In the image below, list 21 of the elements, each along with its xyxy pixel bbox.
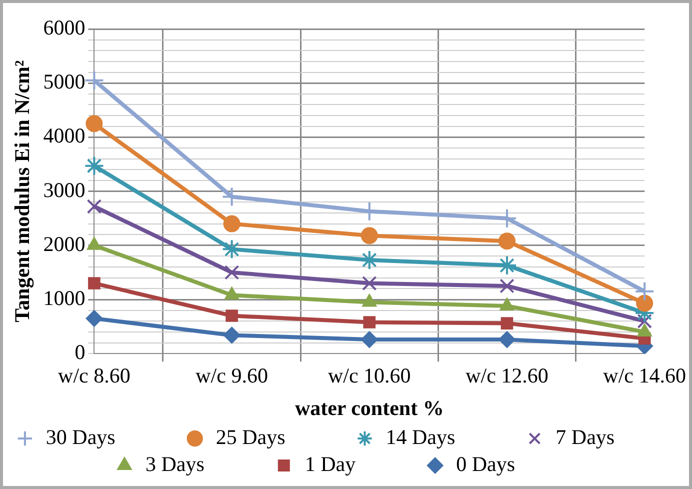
y-tick-label: 3000 <box>43 178 86 202</box>
legend-label: 7 Days <box>556 425 678 450</box>
x-axis-title: water content % <box>294 396 444 420</box>
legend-label: 25 Days <box>216 425 348 450</box>
x-tick-label: w/c 14.60 <box>603 364 686 388</box>
x-tick-label: w/c 9.60 <box>196 364 268 388</box>
x-tick-label: w/c 12.60 <box>466 364 548 388</box>
y-tick-label: 4000 <box>43 124 86 148</box>
y-tick-label: 2000 <box>43 232 86 256</box>
y-tick-label: 1000 <box>43 286 86 310</box>
legend-label: 1 Day <box>304 452 419 476</box>
y-tick-label: 6000 <box>43 16 86 40</box>
x-tick-label: w/c 10.60 <box>328 364 411 388</box>
y-tick-label: 5000 <box>43 70 86 94</box>
legend-label: 14 Days <box>386 425 518 450</box>
legend-label: 30 Days <box>46 425 178 450</box>
x-tick-label: w/c 8.60 <box>58 364 130 388</box>
legend-label: 0 Days <box>456 452 578 476</box>
y-axis-title: Tangent modulus Ei in N/cm² <box>10 60 34 322</box>
legend-label: 3 Days <box>145 452 268 476</box>
y-tick-label: 0 <box>74 340 86 364</box>
